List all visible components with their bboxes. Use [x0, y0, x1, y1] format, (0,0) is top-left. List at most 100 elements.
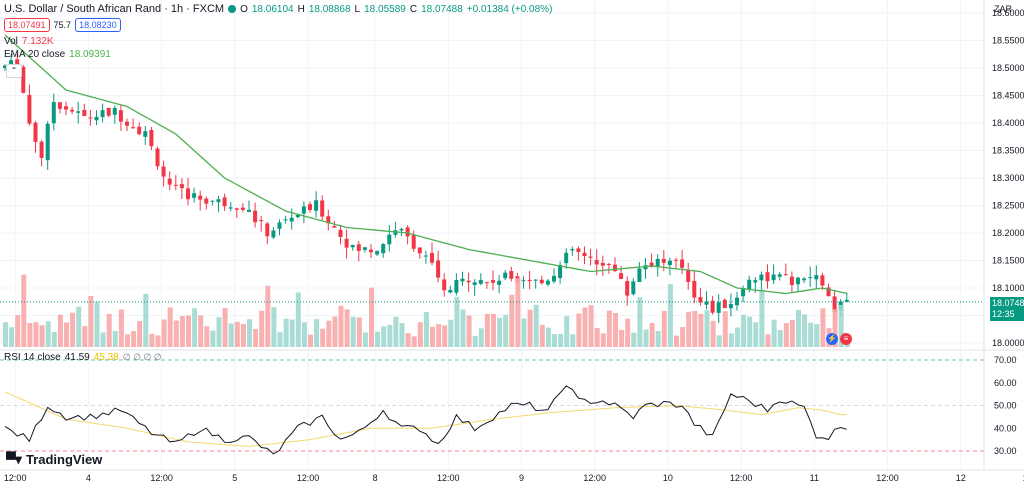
- candle-body: [314, 200, 319, 211]
- volume-bar: [9, 327, 15, 347]
- candle-body: [186, 188, 190, 200]
- candle-body: [240, 207, 245, 210]
- volume-bar: [661, 311, 667, 347]
- candle-body: [606, 264, 611, 266]
- volume-bar: [710, 320, 716, 347]
- candle-body: [448, 289, 453, 293]
- ema-legend[interactable]: EMA 20 close 18.09391: [4, 49, 111, 60]
- volume-bar: [45, 321, 51, 347]
- volume-bar: [143, 293, 149, 347]
- volume-bar: [631, 332, 637, 347]
- candle-body: [295, 215, 300, 218]
- symbol-name[interactable]: U.S. Dollar / South African Rand · 1h · …: [4, 3, 225, 15]
- rsi-ma-value: 45.38: [93, 352, 119, 363]
- candle-body: [594, 259, 599, 265]
- volume-bar: [649, 323, 655, 347]
- candle-body: [3, 65, 7, 69]
- candle-body: [344, 238, 349, 248]
- volume-bar: [674, 335, 679, 347]
- candle-body: [753, 280, 758, 283]
- volume-bar: [228, 323, 234, 347]
- candle-body: [88, 117, 93, 119]
- volume-bar: [759, 289, 765, 347]
- volume-bar: [186, 315, 191, 347]
- candle-body: [509, 271, 514, 279]
- bid-button[interactable]: 18.07491: [4, 18, 50, 32]
- volume-bar: [576, 313, 582, 347]
- volume-bar: [210, 330, 216, 347]
- time-axis-label: 12:00: [297, 473, 320, 483]
- time-axis-label: 10: [663, 473, 673, 483]
- volume-bar: [466, 315, 472, 347]
- volume-bar: [722, 311, 728, 347]
- candle-body: [613, 264, 617, 272]
- volume-bar: [515, 278, 521, 347]
- candle-body: [192, 193, 197, 198]
- candle-body: [356, 244, 361, 251]
- volume-bar: [442, 325, 448, 347]
- volume-bar: [27, 323, 33, 347]
- event-markers[interactable]: ⚡ ≡: [826, 333, 852, 345]
- tradingview-logo[interactable]: ▀▾ TradingView: [6, 451, 102, 468]
- candle-body: [655, 258, 660, 267]
- candle-body: [411, 234, 416, 249]
- ask-button[interactable]: 18.08230: [75, 18, 121, 32]
- volume-bar: [393, 316, 399, 347]
- volume-bar: [179, 316, 185, 347]
- ema-label: EMA 20 close: [4, 49, 66, 60]
- candle-body: [253, 210, 258, 223]
- rsi-ma-line: [4, 391, 847, 447]
- candle-body: [222, 197, 227, 207]
- candle-body: [204, 198, 209, 204]
- currency-label[interactable]: ZAR: [994, 4, 1012, 14]
- volume-bar: [283, 318, 289, 347]
- close-label: C: [409, 3, 418, 15]
- volume-bar: [741, 314, 747, 347]
- candle-body: [15, 59, 20, 68]
- volume-bar: [381, 326, 387, 347]
- volume-bar: [100, 332, 106, 347]
- volume-bar: [51, 332, 57, 347]
- candle-body: [436, 260, 441, 278]
- us-flag-icon[interactable]: ≡: [840, 333, 852, 345]
- candle-body: [131, 127, 136, 129]
- candle-body: [247, 209, 251, 212]
- time-axis-label: 12:00: [583, 473, 606, 483]
- time-axis-label: 9: [519, 473, 524, 483]
- volume-bar: [15, 314, 21, 347]
- volume-label: Vol: [4, 36, 18, 47]
- candle-body: [161, 166, 166, 177]
- volume-bar: [88, 295, 94, 347]
- lightning-icon[interactable]: ⚡: [826, 333, 838, 345]
- candle-body: [289, 217, 294, 222]
- volume-bar: [796, 309, 801, 347]
- volume-bar: [369, 287, 374, 347]
- candle-body: [155, 148, 160, 167]
- candle-body: [423, 255, 428, 257]
- candle-body: [765, 272, 770, 282]
- candle-body: [399, 228, 404, 231]
- volume-bar: [289, 319, 295, 347]
- volume-bar: [338, 305, 344, 347]
- candle-body: [265, 223, 270, 237]
- volume-bar: [314, 319, 320, 347]
- time-axis-label: 12:00: [1023, 473, 1024, 483]
- collapse-legend-button[interactable]: ⌃: [6, 64, 22, 78]
- volume-bar: [332, 316, 338, 347]
- volume-bar: [216, 317, 222, 347]
- volume-bar: [125, 334, 130, 347]
- open-value: 18.06104: [251, 3, 294, 15]
- volume-bar: [295, 292, 301, 347]
- volume-bar: [118, 309, 124, 347]
- candle-body: [777, 274, 782, 277]
- ema-value: 18.09391: [69, 49, 111, 60]
- volume-bar: [588, 305, 594, 347]
- volume-bar: [417, 322, 423, 347]
- candle-body: [625, 281, 630, 296]
- candle-body: [680, 259, 685, 268]
- volume-bar: [582, 307, 588, 347]
- rsi-legend[interactable]: RSI 14 close 41.59 45.38 ∅ ∅ ∅ ∅: [4, 352, 162, 363]
- candle-body: [308, 204, 312, 210]
- volume-legend[interactable]: Vol 7.132K: [4, 36, 54, 47]
